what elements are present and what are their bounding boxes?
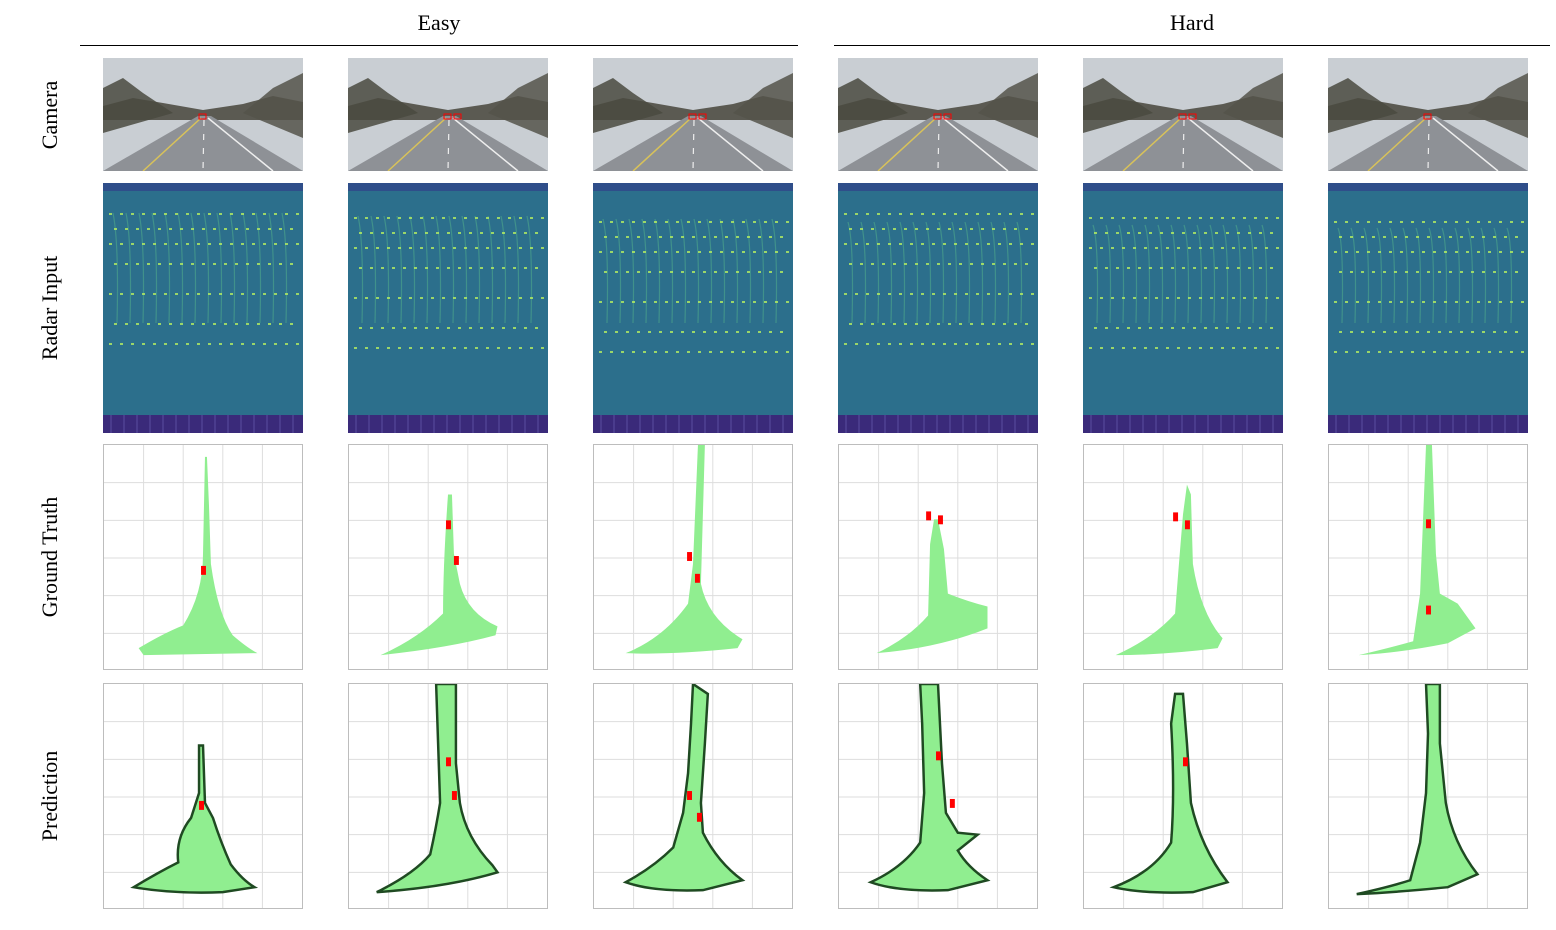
vehicle-marker xyxy=(451,791,457,800)
vehicle-marker xyxy=(926,511,932,521)
free-space-region xyxy=(1358,445,1476,656)
vehicle-marker xyxy=(1426,605,1431,615)
vehicle-marker xyxy=(936,751,941,761)
free-space-region xyxy=(376,684,500,894)
ground-truth-map-1 xyxy=(103,444,303,670)
prediction-map-6 xyxy=(1328,683,1528,909)
free-space-region xyxy=(622,684,746,892)
radar-input-image-4 xyxy=(838,183,1038,433)
ground-truth-map-2 xyxy=(348,444,548,670)
camera-image-4 xyxy=(838,58,1038,171)
free-space-region xyxy=(876,519,988,654)
ground-truth-map-3 xyxy=(593,444,793,670)
vehicle-marker xyxy=(1183,757,1188,767)
camera-image-6 xyxy=(1328,58,1528,171)
group-rule-easy xyxy=(80,45,798,46)
camera-image-2 xyxy=(348,58,548,171)
free-space-region xyxy=(138,456,258,656)
row-label-radar-input: Radar Input xyxy=(37,255,62,361)
camera-image-3 xyxy=(593,58,793,171)
camera-image-1 xyxy=(103,58,303,171)
free-space-region xyxy=(625,445,743,654)
prediction-map-3 xyxy=(593,683,793,909)
vehicle-marker xyxy=(687,791,693,800)
vehicle-marker xyxy=(446,520,451,530)
vehicle-marker xyxy=(199,800,204,810)
radar-input-image-6 xyxy=(1328,183,1528,433)
row-label-camera: Camera xyxy=(37,80,62,149)
vehicle-box xyxy=(443,113,452,120)
vehicle-box xyxy=(1178,113,1187,120)
free-space-region xyxy=(867,684,991,892)
ground-truth-map-6 xyxy=(1328,444,1528,670)
prediction-map-2 xyxy=(348,683,548,909)
vehicle-marker xyxy=(201,565,206,575)
radar-input-image-3 xyxy=(593,183,793,433)
radar-input-image-5 xyxy=(1083,183,1283,433)
vehicle-marker xyxy=(694,573,700,583)
prediction-map-4 xyxy=(838,683,1038,909)
vehicle-marker xyxy=(949,798,955,808)
radar-input-image-1 xyxy=(103,183,303,433)
group-title-hard: Hard xyxy=(1170,10,1214,35)
row-label-prediction: Prediction xyxy=(37,750,62,842)
camera-image-5 xyxy=(1083,58,1283,171)
vehicle-marker xyxy=(453,556,459,565)
vehicle-marker xyxy=(1173,512,1179,522)
ground-truth-map-5 xyxy=(1083,444,1283,670)
vehicle-marker xyxy=(938,515,943,525)
vehicle-box xyxy=(698,113,707,120)
vehicle-box xyxy=(1188,113,1197,120)
vehicle-marker xyxy=(446,757,451,767)
group-title-easy: Easy xyxy=(417,10,461,35)
group-rule-hard xyxy=(834,45,1550,46)
vehicle-box xyxy=(688,113,697,120)
prediction-map-1 xyxy=(103,683,303,909)
ground-truth-map-4 xyxy=(838,444,1038,670)
free-space-region xyxy=(1356,684,1480,896)
free-space-region xyxy=(380,494,498,656)
free-space-region xyxy=(1115,484,1223,656)
radar-input-image-2 xyxy=(348,183,548,433)
vehicle-marker xyxy=(1184,520,1190,530)
vehicle-marker xyxy=(687,552,693,561)
free-space-region xyxy=(1109,692,1230,894)
vehicle-box xyxy=(198,113,207,120)
vehicle-box xyxy=(943,113,952,120)
vehicle-box xyxy=(453,113,462,120)
vehicle-marker xyxy=(696,812,702,822)
prediction-map-5 xyxy=(1083,683,1283,909)
vehicle-box xyxy=(933,113,942,120)
row-label-ground-truth: Ground Truth xyxy=(37,496,63,618)
free-space-region xyxy=(130,744,259,894)
vehicle-marker xyxy=(1426,519,1431,529)
vehicle-box xyxy=(1423,113,1432,120)
